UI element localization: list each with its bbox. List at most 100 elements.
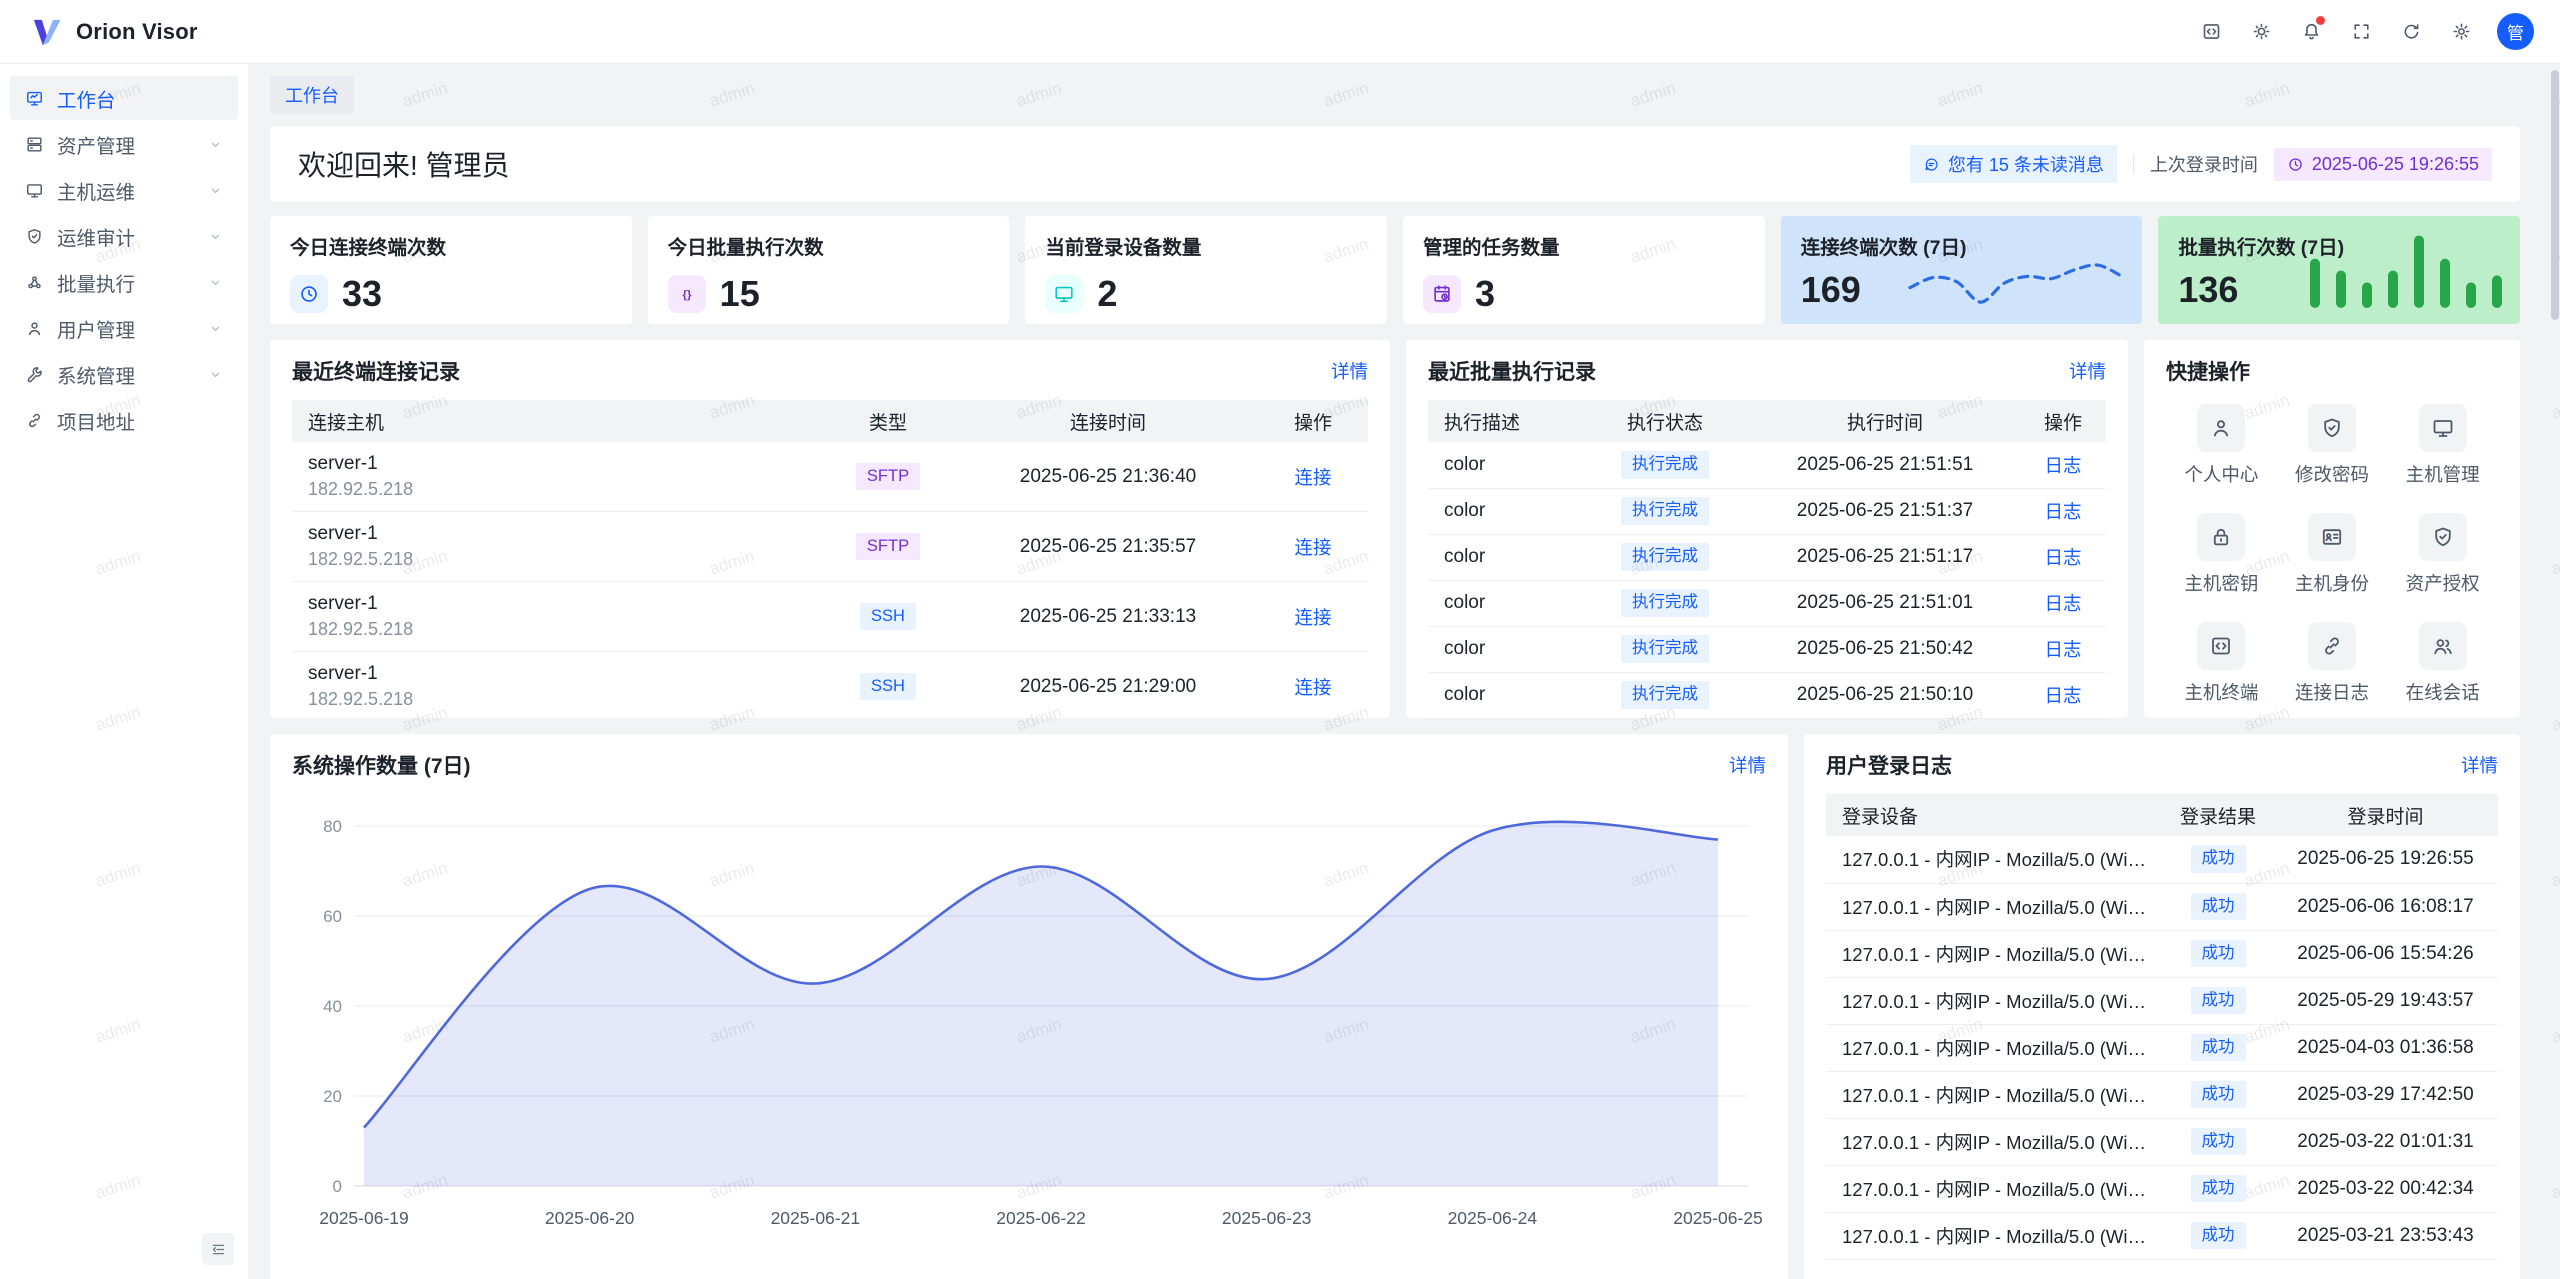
host-ip: 182.92.5.218 [308, 479, 414, 499]
settings-gear-icon [2453, 23, 2469, 40]
host-ip: 182.92.5.218 [308, 549, 414, 569]
fullscreen-icon-button[interactable] [2341, 12, 2381, 52]
recent-terminal-connections-title: 最近终端连接记录 [292, 361, 460, 384]
history-clock-icon [301, 286, 317, 302]
batch-exec-row: color 执行完成 2025-06-25 21:51:17 日志 [1428, 534, 2106, 581]
connection-time: 2025-06-25 21:33:13 [958, 581, 1258, 652]
log-link[interactable]: 日志 [2044, 454, 2082, 476]
login-device: 127.0.0.1 - 内网IP - Mozilla/5.0 (Windows … [1826, 977, 2163, 1025]
sidebar-item-ops-audit[interactable]: 运维审计 [10, 214, 238, 258]
login-time: 2025-03-22 01:01:31 [2273, 1118, 2498, 1166]
bottom-row: 系统操作数量 (7日) 详情 0 20 40 60 80 2025-06-19 2025-06-… [270, 734, 2520, 1279]
sidebar-item-system-management[interactable]: 系统管理 [10, 352, 238, 396]
quick-action-host-management[interactable]: 主机管理 [2387, 404, 2498, 487]
host-name: server-1 [308, 453, 378, 474]
last-login-chip: 2025-06-25 19:26:55 [2273, 147, 2492, 181]
exec-time: 2025-06-25 21:51:37 [1750, 488, 2020, 535]
settings-gear-icon-button[interactable] [2441, 12, 2481, 52]
refresh-icon-button[interactable] [2391, 12, 2431, 52]
sidebar-item-host-ops[interactable]: 主机运维 [10, 168, 238, 212]
sidebar-collapse-button[interactable] [202, 1233, 234, 1265]
page-scrollbar[interactable] [2550, 0, 2560, 1279]
sidebar-item-workbench[interactable]: 工作台 [10, 76, 238, 120]
quick-action-label: 主机管理 [2405, 464, 2480, 485]
message-icon [1925, 157, 1938, 171]
user-icon [2214, 420, 2229, 437]
connect-link[interactable]: 连接 [1294, 606, 1332, 628]
quick-action-host-terminal[interactable]: 主机终端 [2166, 622, 2277, 705]
stat-value: 169 [1800, 269, 1861, 310]
svg-text:{}: {} [682, 289, 691, 301]
host-name: server-1 [308, 663, 378, 684]
notification-bell-icon-button[interactable] [2291, 12, 2331, 52]
assets-icon [27, 136, 42, 152]
login-time: 2025-03-29 17:42:50 [2273, 1071, 2498, 1119]
quick-action-label: 个人中心 [2184, 464, 2259, 485]
login-result-badge: 成功 [2190, 1221, 2246, 1250]
user-avatar[interactable]: 管 [2497, 13, 2534, 50]
log-link[interactable]: 日志 [2044, 639, 2082, 660]
stat-value: 33 [342, 273, 383, 314]
batch-exec-row: color 执行完成 2025-06-25 21:50:10 日志 [1428, 672, 2106, 719]
log-link[interactable]: 日志 [2044, 501, 2082, 522]
terminal-connection-row: server-1 182.92.5.218 SFTP 2025-06-25 21:35… [292, 511, 1368, 582]
top-bar: Orion Visor 管 [0, 0, 2560, 64]
sidebar-item-batch-exec[interactable]: 批量执行 [10, 260, 238, 304]
quick-action-personal-center[interactable]: 个人中心 [2166, 404, 2277, 487]
exec-status-badge: 执行完成 [1621, 543, 1709, 571]
breadcrumb[interactable]: 工作台 [270, 76, 354, 114]
recent-terminal-connections-detail-link[interactable]: 详情 [1330, 361, 1368, 382]
quick-action-connection-log[interactable]: 连接日志 [2277, 622, 2388, 705]
connect-link[interactable]: 连接 [1294, 466, 1332, 488]
user-login-log-detail-link[interactable]: 详情 [2460, 755, 2498, 776]
quick-action-label: 主机密钥 [2184, 573, 2259, 594]
recent-terminal-connections-card: 最近终端连接记录 详情 连接主机 类型 连接时间 操作 server-1 182.92.5.2… [270, 340, 1390, 722]
stat-card: 管理的任务数量 3 [1403, 216, 1765, 324]
exec-status-badge: 执行完成 [1621, 635, 1709, 663]
login-device: 127.0.0.1 - 内网IP - Mozilla/5.0 (Windows … [1826, 1071, 2163, 1119]
exec-description: color [1428, 580, 1580, 627]
clock-icon [2287, 156, 2304, 173]
login-result-badge: 成功 [2190, 986, 2246, 1015]
quick-action-host-identity[interactable]: 主机身份 [2277, 513, 2388, 596]
svg-text:2025-06-22: 2025-06-22 [996, 1208, 1086, 1228]
quick-action-host-keys[interactable]: 主机密钥 [2166, 513, 2277, 596]
quick-action-online-sessions[interactable]: 在线会话 [2387, 622, 2498, 705]
stat-card: 今日连接终端次数 33 [270, 216, 632, 324]
quick-action-asset-authorization[interactable]: 资产授权 [2387, 513, 2498, 596]
host-icon [27, 183, 42, 198]
terminal-connection-row: server-1 182.92.5.218 SSH 2025-06-25 21:29:… [292, 651, 1368, 722]
exec-description: color [1428, 534, 1580, 581]
log-link[interactable]: 日志 [2044, 685, 2082, 706]
scrollbar-thumb[interactable] [2551, 70, 2559, 320]
unread-messages-chip[interactable]: 您有 15 条未读消息 [1909, 145, 2117, 183]
connection-type-badge: SFTP [855, 532, 921, 561]
theme-sun-icon-button[interactable] [2241, 12, 2281, 52]
log-link[interactable]: 日志 [2044, 593, 2082, 614]
stat-title: 当前登录设备数量 [1045, 237, 1202, 259]
quick-action-change-password[interactable]: 修改密码 [2277, 404, 2388, 487]
sidebar-item-user-management[interactable]: 用户管理 [10, 306, 238, 350]
users-group-icon [2433, 639, 2452, 655]
svg-text:2025-06-25: 2025-06-25 [1673, 1208, 1763, 1228]
stat-card: 今日批量执行次数 {} 15 [647, 216, 1010, 324]
main-content: 工作台 欢迎回来! 管理员 您有 15 条未读消息 上次登录时间 2025-06… [248, 64, 2560, 1279]
log-link[interactable]: 日志 [2044, 547, 2082, 568]
exec-status-badge: 执行完成 [1621, 497, 1709, 525]
connect-link[interactable]: 连接 [1294, 676, 1332, 698]
user-login-log-card: 用户登录日志 详情 登录设备 登录结果 登录时间 127.0.0.1 - 内网IP - M… [1804, 734, 2520, 1279]
system-operations-detail-link[interactable]: 详情 [1728, 755, 1766, 776]
code-window-icon-button[interactable] [2191, 12, 2231, 52]
middle-row: 最近终端连接记录 详情 连接主机 类型 连接时间 操作 server-1 182.92.5.2… [270, 340, 2520, 838]
lock-icon [2214, 528, 2229, 546]
sidebar-item-project-link[interactable]: 项目地址 [10, 398, 238, 442]
exec-time: 2025-06-25 21:50:10 [1750, 672, 2020, 719]
welcome-title: 欢迎回来! 管理员 [298, 150, 510, 181]
quick-action-label: 在线会话 [2405, 682, 2480, 703]
sidebar-item-asset-management[interactable]: 资产管理 [10, 122, 238, 166]
login-time: 2025-03-21 23:53:43 [2273, 1212, 2498, 1260]
connection-type-badge: SFTP [855, 462, 921, 491]
recent-batch-exec-detail-link[interactable]: 详情 [2068, 361, 2106, 382]
connect-link[interactable]: 连接 [1294, 536, 1332, 558]
exec-description: color [1428, 626, 1580, 673]
